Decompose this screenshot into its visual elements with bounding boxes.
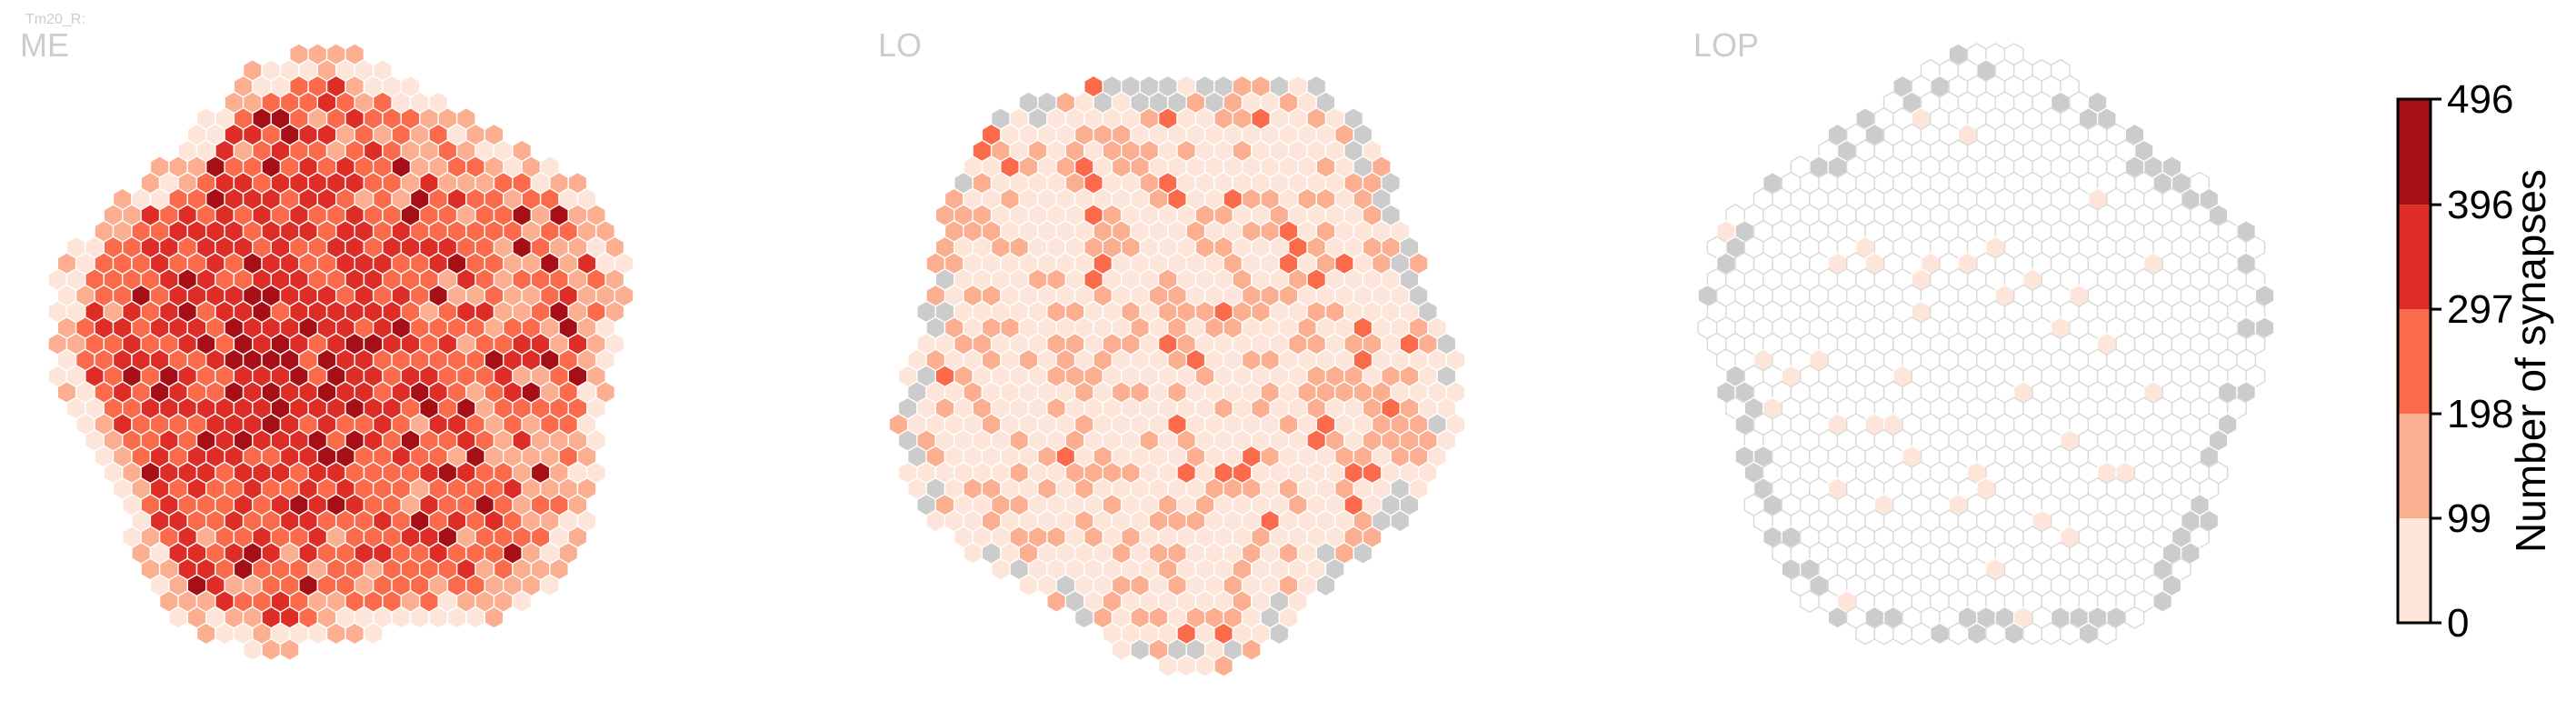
colorbar-bin-1 — [2398, 414, 2431, 519]
hex-column — [465, 606, 485, 629]
hex-column — [2096, 622, 2117, 646]
hex-column — [261, 637, 282, 662]
hex-column — [990, 557, 1011, 581]
hex-grid-me — [47, 43, 634, 662]
hex-column — [1799, 589, 1820, 614]
hex-column — [1855, 622, 1876, 646]
hex-column — [1390, 509, 1411, 533]
hex-column — [391, 606, 412, 629]
panel-title-lop: LOP — [1693, 26, 1759, 64]
colorbar: 0 99 198 297 396 496 Number of synapses — [2396, 77, 2554, 646]
hex-column — [1046, 589, 1067, 614]
hex-column — [1353, 541, 1373, 566]
hex-column — [1985, 622, 2006, 646]
hex-column — [1176, 654, 1197, 677]
hex-column — [1213, 654, 1234, 677]
hex-column — [2041, 622, 2062, 646]
colorbar-bins — [2398, 99, 2431, 623]
hex-column — [428, 606, 449, 629]
hex-column — [1073, 606, 1094, 629]
cell-type-label: Tm20_R: — [25, 12, 85, 27]
colorbar-label: Number of synapses — [2507, 169, 2554, 553]
hex-column — [409, 606, 430, 629]
panel-title-lo: LO — [878, 26, 922, 64]
panel-title-me: ME — [20, 26, 69, 64]
hex-column — [1873, 622, 1894, 646]
hex-column — [512, 589, 533, 614]
hex-column — [344, 622, 365, 646]
colorbar-tick-label: 496 — [2447, 77, 2513, 122]
colorbar-tick-label: 297 — [2447, 287, 2513, 332]
hex-column — [1269, 622, 1290, 646]
hex-column — [215, 622, 235, 646]
hex-column — [446, 606, 467, 629]
colorbar-tick-label: 0 — [2447, 601, 2469, 646]
colorbar-tick-label: 396 — [2447, 183, 2513, 227]
hex-column — [325, 622, 346, 646]
hex-column — [1315, 574, 1336, 597]
hex-column — [363, 622, 384, 646]
colorbar-frame — [2396, 97, 2432, 625]
hex-grid-lop — [1697, 43, 2275, 646]
hex-column — [2003, 622, 2024, 646]
hex-column — [1966, 622, 1987, 646]
hex-column — [307, 622, 328, 646]
hex-column — [1241, 637, 1262, 662]
hex-column — [279, 637, 300, 662]
panel-lop: LOP — [1693, 26, 2275, 646]
hex-column — [242, 637, 263, 662]
hex-column — [2124, 606, 2145, 629]
colorbar-tick-label: 99 — [2447, 496, 2491, 541]
hex-column — [1194, 654, 1215, 677]
hex-column — [1948, 622, 1969, 646]
hex-column — [2152, 589, 2173, 614]
hex-column — [1929, 622, 1950, 646]
hex-column — [168, 606, 188, 629]
hex-column — [2022, 622, 2043, 646]
hex-column — [2078, 622, 2099, 646]
hex-column — [925, 509, 946, 533]
hex-column — [1911, 622, 1932, 646]
hex-column — [963, 541, 983, 566]
hex-column — [1018, 574, 1039, 597]
colorbar-bin-4 — [2398, 99, 2431, 205]
hex-column — [1827, 606, 1848, 629]
hex-column — [2060, 622, 2080, 646]
hex-column — [1892, 622, 1912, 646]
colorbar-ticks: 0 99 198 297 396 496 — [2431, 77, 2513, 646]
colorbar-tick-label: 198 — [2447, 392, 2513, 436]
hex-column — [195, 622, 216, 646]
hex-column — [1130, 637, 1151, 662]
hex-column — [1111, 637, 1132, 662]
hex-column — [1157, 654, 1178, 677]
colorbar-bin-0 — [2398, 518, 2431, 623]
colorbar-bin-3 — [2398, 205, 2431, 310]
colorbar-bin-2 — [2398, 309, 2431, 415]
hex-column — [539, 574, 560, 597]
hex-column — [484, 606, 504, 629]
panel-me: ME — [20, 26, 634, 662]
hex-grid-lo — [888, 75, 1466, 677]
panel-lo: LO — [878, 26, 1466, 677]
